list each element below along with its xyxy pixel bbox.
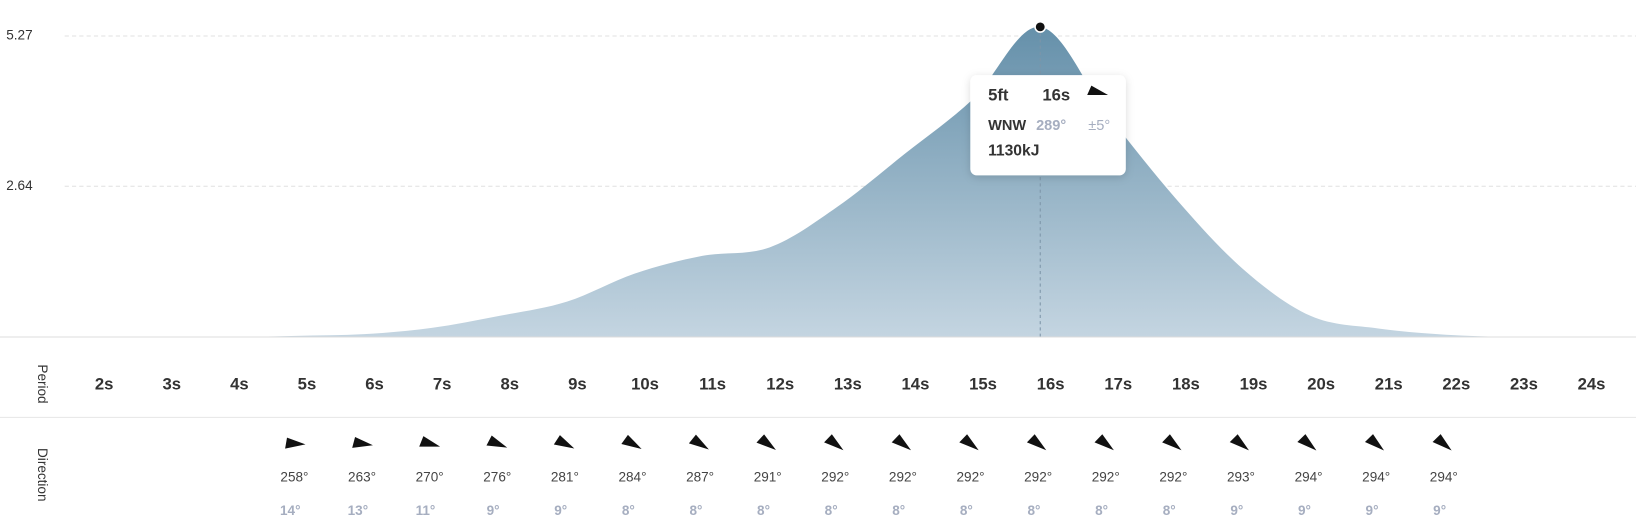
direction-spread: 9°: [1433, 503, 1446, 518]
x-tick-label: 13s: [834, 374, 862, 393]
x-tick-label: 19s: [1240, 374, 1268, 393]
direction-value: 281°: [551, 469, 579, 484]
direction-arrow: [486, 435, 508, 448]
direction-spread: 8°: [689, 503, 702, 518]
x-tick-label: 23s: [1510, 374, 1538, 393]
tooltip-energy: 1130kJ: [988, 142, 1039, 159]
tooltip-compass: WNW: [988, 118, 1026, 134]
x-tick-label: 17s: [1104, 374, 1132, 393]
direction-value: 270°: [416, 469, 444, 484]
x-tick-label: 22s: [1442, 374, 1470, 393]
direction-spread: 9°: [1298, 503, 1311, 518]
direction-spread: 8°: [1163, 503, 1176, 518]
direction-spread: 8°: [622, 503, 635, 518]
x-tick-label: 15s: [969, 374, 997, 393]
direction-label: Direction: [35, 448, 50, 501]
tooltip-period: 16s: [1042, 85, 1070, 104]
x-tick-label: 3s: [162, 374, 181, 393]
x-tick-label: 21s: [1375, 374, 1403, 393]
peak-dot: [1034, 20, 1047, 33]
direction-spread: 8°: [825, 503, 838, 518]
direction-spread: 9°: [554, 503, 567, 518]
x-tick-label: 14s: [902, 374, 930, 393]
x-tick-label: 18s: [1172, 374, 1200, 393]
direction-arrow: [553, 435, 575, 449]
direction-arrow: [959, 434, 979, 451]
direction-arrow: [621, 434, 642, 449]
x-tick-label: 6s: [365, 374, 384, 393]
direction-arrow: [756, 434, 776, 451]
direction-arrow: [824, 434, 844, 451]
tooltip-height: 5ft: [988, 85, 1009, 104]
direction-value: 294°: [1295, 469, 1323, 484]
period-label: Period: [35, 364, 50, 403]
direction-spread: 11°: [416, 503, 436, 518]
direction-arrow: [1162, 434, 1182, 451]
x-tick-label: 10s: [631, 374, 659, 393]
tooltip-spread: ±5°: [1088, 118, 1110, 134]
direction-value: 258°: [280, 469, 308, 484]
direction-value: 292°: [821, 469, 849, 484]
x-tick-label: 5s: [298, 374, 317, 393]
direction-value: 294°: [1430, 469, 1458, 484]
direction-value: 276°: [483, 469, 511, 484]
direction-spread: 14°: [280, 503, 301, 518]
x-tick-label: 9s: [568, 374, 587, 393]
x-tick-label: 8s: [501, 374, 520, 393]
direction-value: 292°: [889, 469, 917, 484]
plot: 2.64 5.27: [6, 20, 1636, 338]
x-tick-label: 2s: [95, 374, 114, 393]
direction-value: 293°: [1227, 469, 1255, 484]
area: [93, 26, 1582, 338]
direction-spread: 9°: [1366, 503, 1379, 518]
direction-spread: 9°: [1230, 503, 1243, 518]
direction-arrow: [1297, 434, 1317, 451]
direction-spread: 13°: [348, 503, 368, 518]
x-tick-label: 12s: [766, 374, 794, 393]
direction-arrow: [688, 434, 709, 450]
direction-spread: 8°: [1028, 503, 1041, 518]
direction-value: 263°: [348, 469, 376, 484]
direction-arrow: [1432, 434, 1452, 451]
y-tick-label: 2.64: [6, 178, 33, 193]
direction-value: 287°: [686, 469, 714, 484]
tooltip-arrow: [1087, 85, 1109, 95]
direction-value: 294°: [1362, 469, 1390, 484]
direction-arrow: [285, 437, 306, 449]
direction-value: 292°: [1024, 469, 1052, 484]
x-tick-label: 20s: [1307, 374, 1335, 393]
direction-spread: 8°: [757, 503, 770, 518]
direction-spread: 8°: [892, 503, 905, 518]
tooltip: 5ft 16s WNW 289° ±5° 1130kJ: [970, 75, 1126, 176]
x-tick-label: 24s: [1578, 374, 1606, 393]
direction-value: 292°: [1159, 469, 1187, 484]
x-tick-label: 16s: [1037, 374, 1065, 393]
direction-value: 292°: [957, 469, 985, 484]
direction-arrow: [1094, 434, 1114, 451]
direction-arrow: [891, 434, 912, 451]
direction-arrow: [1229, 434, 1249, 451]
direction-value: 291°: [754, 469, 782, 484]
direction-spread: 8°: [960, 503, 973, 518]
x-tick-label: 11s: [699, 374, 726, 393]
tooltip-box: [970, 75, 1126, 176]
y-tick-label: 5.27: [6, 28, 32, 43]
x-tick-label: 7s: [433, 374, 452, 393]
direction-arrow: [419, 436, 441, 447]
x-tick-label: 4s: [230, 374, 249, 393]
direction-arrow: [1364, 434, 1385, 451]
direction-spread: 9°: [487, 503, 500, 518]
direction-arrow: [352, 436, 373, 448]
direction-value: 284°: [618, 469, 646, 484]
direction-value: 292°: [1092, 469, 1120, 484]
tooltip-direction: 289°: [1036, 118, 1066, 134]
direction-spread: 8°: [1095, 503, 1108, 518]
direction-arrow: [1026, 434, 1047, 451]
